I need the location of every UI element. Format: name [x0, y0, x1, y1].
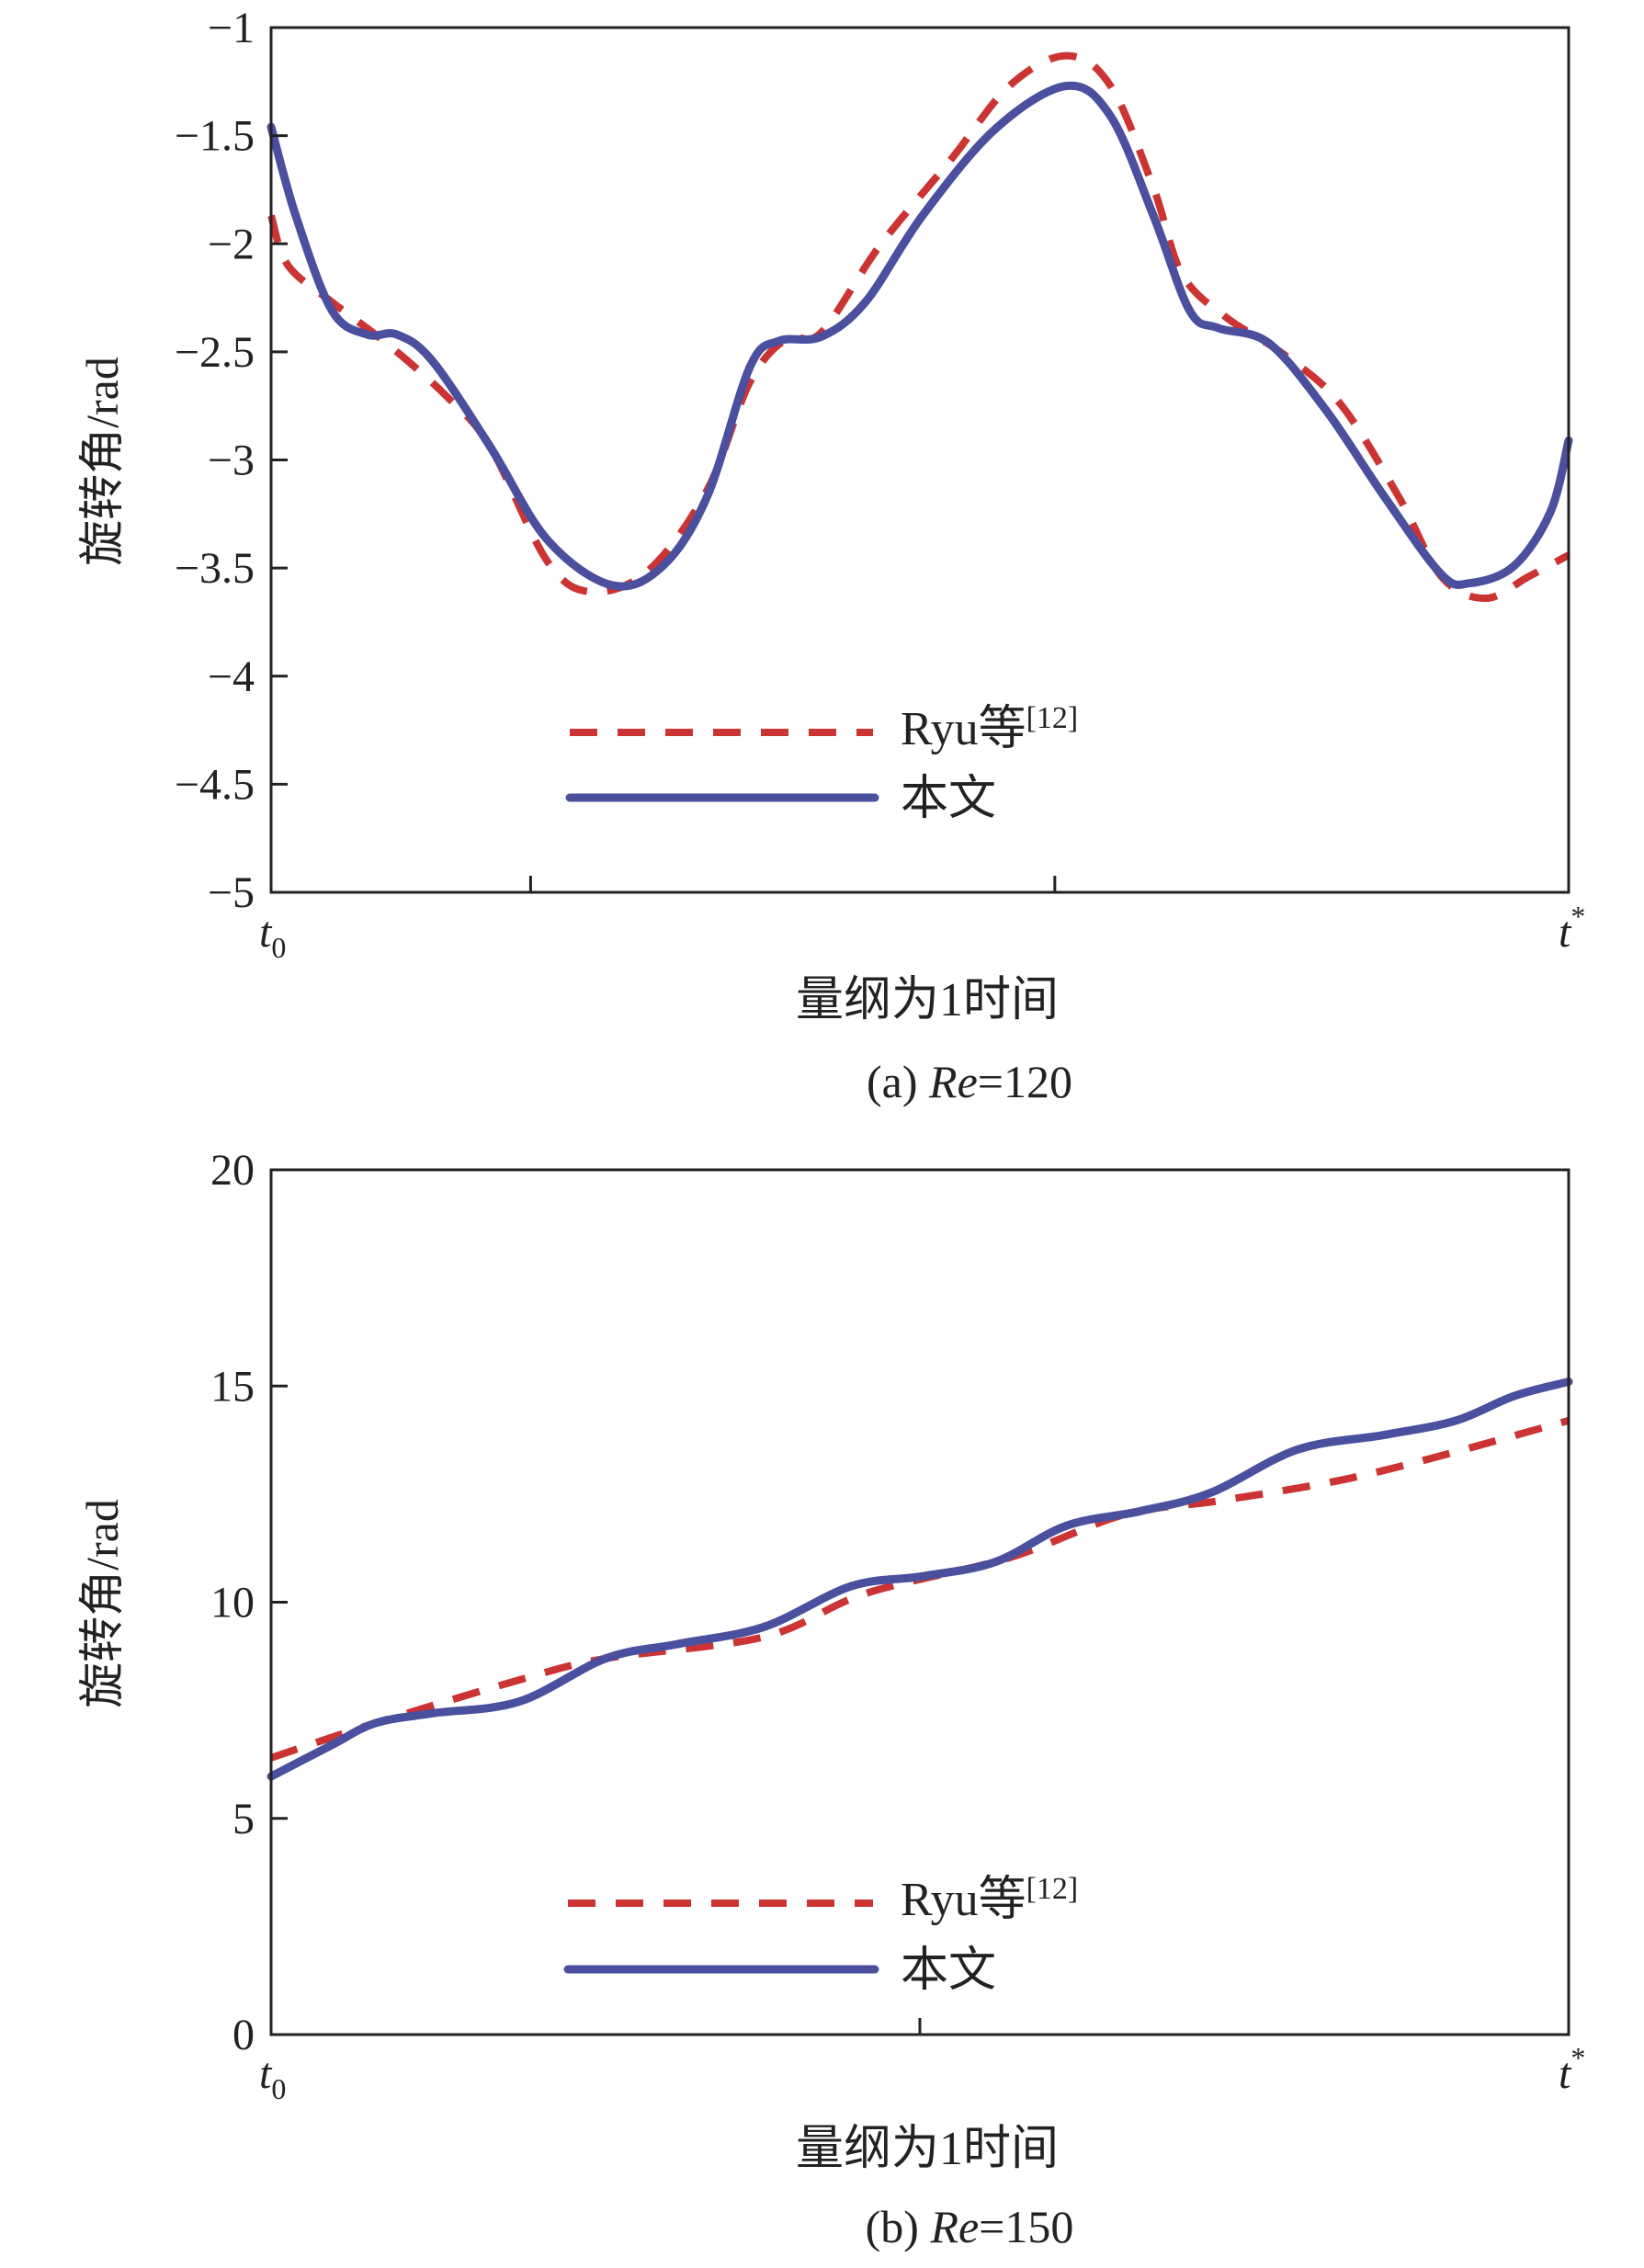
x-tick-start: t0 [259, 2049, 286, 2105]
y-tick-label: −3 [208, 437, 255, 485]
legend-label-ryu: Ryu等[12] [901, 1872, 1078, 1926]
y-axis-label: 旋转角/rad [76, 1499, 128, 1708]
y-tick-label: 5 [232, 1795, 255, 1843]
series-line-ours [266, 81, 1573, 591]
y-tick-label: 20 [210, 1146, 255, 1195]
legend-label-ours: 本文 [901, 1945, 996, 1997]
x-axis-label: 量纲为1时间 [796, 2123, 1059, 2175]
chart-panel-a: −1 −1.5 −2 −2.5 −3 −3.5 −4 −4.5 −5 旋转角/rad t0 t*… [76, 4, 1585, 1107]
series-line-ryu [269, 1417, 1570, 1762]
x-axis-label: 量纲为1时间 [796, 974, 1059, 1026]
y-tick-label: −1.5 [175, 112, 255, 161]
series-line-ours [266, 1378, 1573, 1781]
y-tick-label: −2 [208, 220, 255, 268]
legend-label-ours: 本文 [901, 773, 996, 825]
y-tick-label: −1 [208, 4, 255, 52]
y-tick-label: 10 [210, 1579, 255, 1627]
x-tick-end: t* [1559, 900, 1585, 957]
series-line-ryu [267, 51, 1570, 603]
x-tick-start: t0 [259, 908, 286, 964]
series-layer [266, 1378, 1573, 1781]
y-tick-label: −4.5 [175, 760, 255, 809]
y-ticks: 20 15 10 5 0 [210, 1146, 922, 2059]
y-tick-label: −4 [208, 652, 255, 701]
chart-caption: (b) Re=150 [866, 2201, 1074, 2252]
y-tick-label: 15 [210, 1362, 255, 1411]
y-ticks: −1 −1.5 −2 −2.5 −3 −3.5 −4 −4.5 −5 [175, 4, 1057, 917]
legend: Ryu等[12] 本文 [563, 1872, 1078, 1997]
y-tick-label: 0 [232, 2011, 255, 2059]
y-axis-label: 旋转角/rad [76, 357, 128, 566]
chart-panel-b: 20 15 10 5 0 旋转角/rad t0 t* 量纲为1时间 (b) Re=150… [76, 1146, 1585, 2252]
x-tick-end: t* [1559, 2041, 1585, 2098]
y-tick-label: −5 [208, 868, 255, 917]
chart-caption: (a) Re=120 [867, 1056, 1072, 1107]
legend: Ryu等[12] 本文 [565, 701, 1078, 825]
series-layer [266, 51, 1573, 603]
legend-label-ryu: Ryu等[12] [901, 701, 1078, 755]
y-tick-label: −3.5 [175, 544, 255, 593]
y-tick-label: −2.5 [175, 328, 255, 377]
